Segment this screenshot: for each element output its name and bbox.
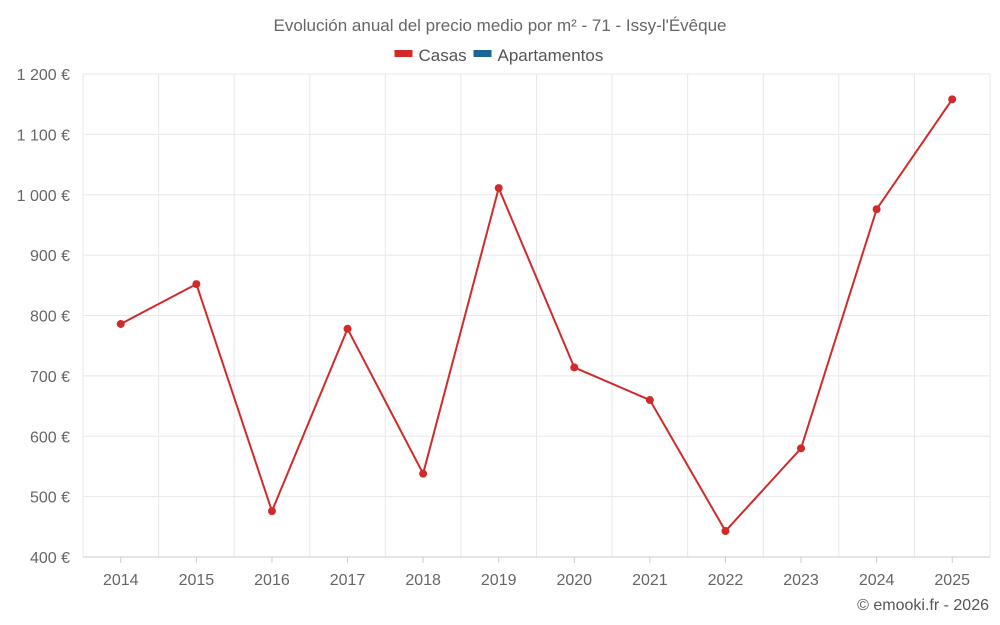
y-tick-label: 900 € <box>30 248 70 265</box>
data-point[interactable] <box>419 469 428 478</box>
y-tick-label: 600 € <box>30 429 70 446</box>
x-tick-label: 2025 <box>934 572 970 589</box>
x-tick-label: 2019 <box>481 572 517 589</box>
y-tick-label: 1 000 € <box>17 188 70 205</box>
y-tick-label: 700 € <box>30 369 70 386</box>
data-point[interactable] <box>494 184 503 193</box>
x-tick-label: 2016 <box>254 572 290 589</box>
y-tick-label: 800 € <box>30 309 70 326</box>
y-tick-label: 500 € <box>30 490 70 507</box>
data-point[interactable] <box>192 280 201 289</box>
x-tick-label: 2022 <box>708 572 744 589</box>
x-tick-label: 2017 <box>330 572 366 589</box>
data-point[interactable] <box>116 319 125 328</box>
legend-label-apartamentos[interactable]: Apartamentos <box>498 46 604 65</box>
y-tick-label: 1 200 € <box>17 67 70 84</box>
series-layer <box>116 95 957 536</box>
data-point[interactable] <box>645 396 654 405</box>
data-point[interactable] <box>267 507 276 516</box>
legend: Casas Apartamentos <box>394 46 604 65</box>
data-point[interactable] <box>343 324 352 333</box>
x-tick-label: 2020 <box>556 572 592 589</box>
axes: 400 € 500 € 600 € 700 € 800 € 900 € 1 000 € 1 1… <box>17 67 990 589</box>
data-point[interactable] <box>797 444 806 453</box>
y-tick-label: 1 100 € <box>17 127 70 144</box>
data-point[interactable] <box>570 363 579 372</box>
x-tick-label: 2023 <box>783 572 819 589</box>
x-tick-label: 2024 <box>859 572 895 589</box>
data-point[interactable] <box>872 205 881 214</box>
legend-swatch-apartamentos <box>473 50 492 57</box>
x-tick-label: 2021 <box>632 572 668 589</box>
series-line-casas <box>120 98 954 533</box>
data-point[interactable] <box>721 527 730 536</box>
data-point[interactable] <box>948 95 957 104</box>
x-tick-label: 2015 <box>179 572 215 589</box>
x-tick-label: 2018 <box>405 572 441 589</box>
legend-swatch-casas <box>394 50 413 57</box>
chart-title: Evolución anual del precio medio por m² … <box>273 16 726 35</box>
grid <box>82 73 991 557</box>
x-tick-label: 2014 <box>103 572 139 589</box>
legend-label-casas[interactable]: Casas <box>419 46 467 65</box>
credit-text: © emooki.fr - 2026 <box>857 597 989 614</box>
y-tick-label: 400 € <box>30 550 70 567</box>
